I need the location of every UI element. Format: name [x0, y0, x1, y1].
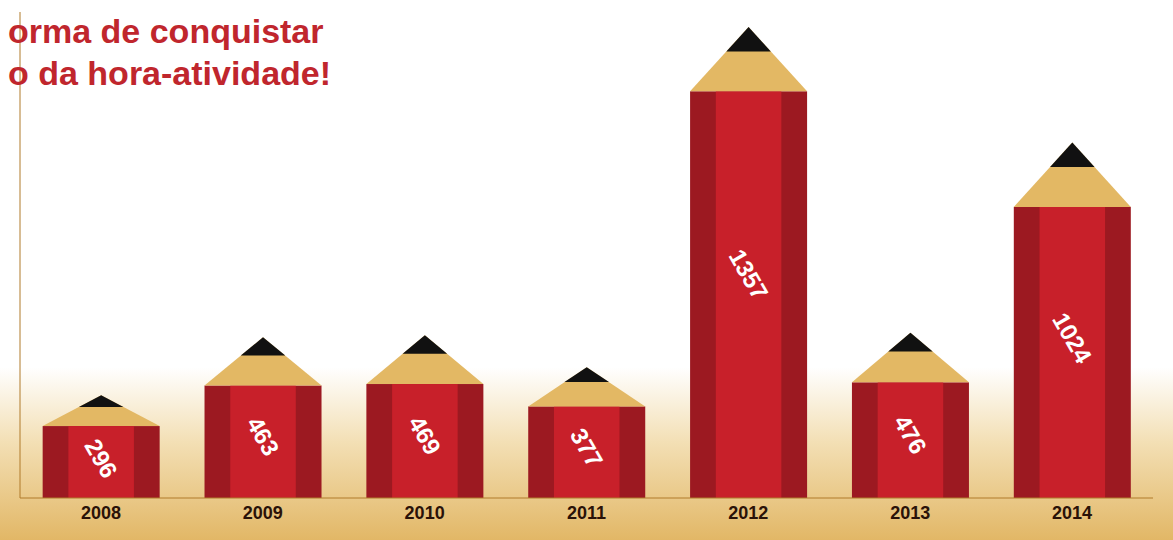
svg-text:469: 469 — [403, 411, 446, 459]
svg-text:2011: 2011 — [567, 503, 606, 523]
svg-text:2010: 2010 — [405, 503, 445, 523]
svg-text:2009: 2009 — [243, 503, 283, 523]
svg-text:377: 377 — [565, 424, 608, 472]
svg-text:476: 476 — [889, 410, 932, 458]
svg-text:1024: 1024 — [1047, 308, 1097, 368]
svg-text:2008: 2008 — [81, 503, 121, 523]
svg-text:2014: 2014 — [1052, 503, 1092, 523]
svg-text:2012: 2012 — [728, 503, 768, 523]
html-text:orma de conquistar: orma de conquistar — [8, 12, 324, 50]
svg-text:2013: 2013 — [890, 503, 930, 523]
svg-text:463: 463 — [241, 412, 284, 460]
svg-text:1357: 1357 — [724, 244, 774, 304]
html-text:o da hora-atividade!: o da hora-atividade! — [8, 54, 332, 92]
svg-text:296: 296 — [79, 434, 122, 482]
